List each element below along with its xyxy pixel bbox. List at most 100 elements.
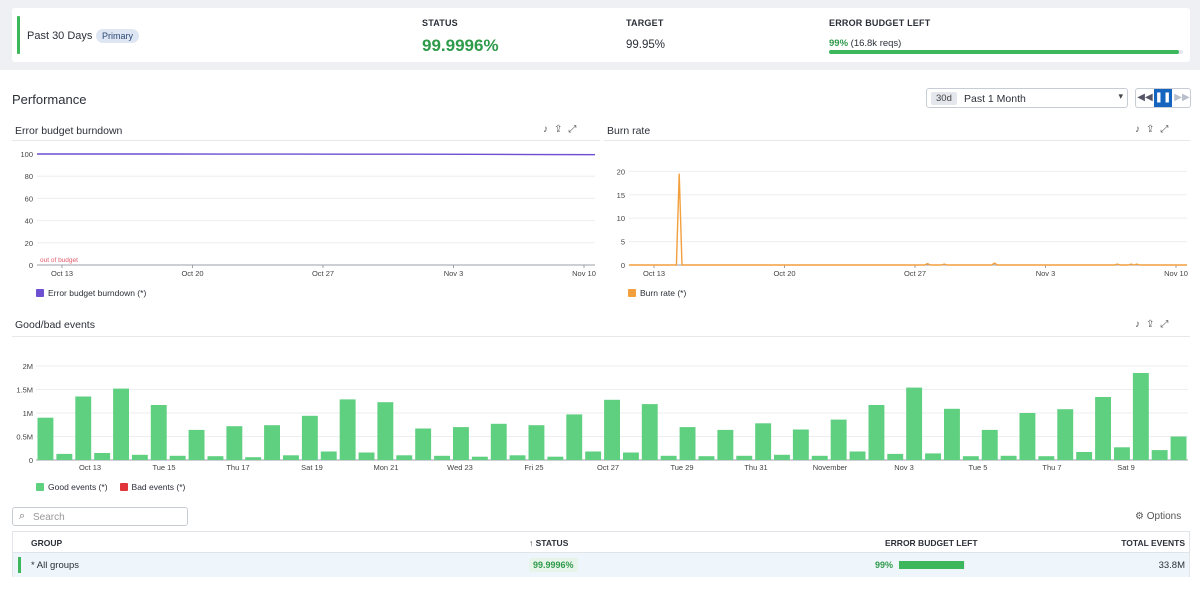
options-button[interactable]: ⚙ Options	[1135, 511, 1181, 522]
events-chart: 0 0.5M 1M 1.5M 2M Oct 13 Tue 15 Thu 17 Sat 19 Mo…	[16, 362, 1188, 472]
good-events-bar	[358, 452, 375, 460]
groups-table: GROUP ↑ STATUS ERROR BUDGET LEFT TOTAL E…	[12, 531, 1190, 577]
good-events-bar	[585, 451, 602, 460]
header-total-events[interactable]: TOTAL EVENTS	[1121, 538, 1185, 548]
header-error-budget[interactable]: ERROR BUDGET LEFT	[885, 538, 978, 548]
good-events-bar	[566, 414, 583, 460]
header-status[interactable]: ↑ STATUS	[529, 538, 568, 548]
row-budget-bar-fill	[899, 561, 965, 569]
x-tick-label: Nov 3	[894, 463, 914, 472]
target-header: TARGET	[626, 18, 664, 28]
good-events-bar	[792, 429, 809, 460]
x-tick-label: Thu 7	[1042, 463, 1061, 472]
y-tick-label: 20	[617, 167, 625, 176]
error-budget-progress-fill	[829, 50, 1180, 54]
good-events-bar	[1076, 452, 1093, 460]
time-range-select[interactable]: 30d Past 1 Month ▾	[926, 88, 1128, 108]
good-events-bar	[131, 454, 148, 460]
sound-icon[interactable]: ♪	[1135, 319, 1146, 330]
x-tick-label: Nov 3	[444, 269, 464, 278]
sound-icon[interactable]: ♪	[1135, 124, 1146, 135]
burnrate-title: Burn rate	[607, 125, 651, 137]
burndown-divider	[12, 140, 600, 141]
events-title: Good/bad events	[15, 319, 95, 331]
sound-icon[interactable]: ♪	[543, 124, 554, 135]
burnrate-chart: 0 5 10 15 20 Oct 13 Oct 20 Oct 27 Nov 3 Nov 10	[617, 167, 1188, 278]
slo-summary-card: Past 30 Days Primary STATUS 99.9996% TAR…	[12, 8, 1190, 62]
export-icon[interactable]: ⇪	[1146, 319, 1161, 330]
time-range-label: Past 1 Month	[964, 93, 1026, 105]
good-events-bar	[207, 456, 224, 460]
y-tick-label: 0	[29, 261, 33, 270]
y-tick-label: 10	[617, 214, 625, 223]
good-events-bar	[56, 453, 73, 460]
y-tick-label: 100	[20, 150, 33, 159]
fast-forward-button[interactable]: ▶▶	[1174, 92, 1190, 103]
good-events-legend-label: Good events (*)	[48, 482, 108, 492]
good-events-swatch	[36, 483, 44, 491]
x-tick-label: Oct 13	[51, 269, 73, 278]
header-group[interactable]: GROUP	[31, 538, 63, 548]
y-tick-label: 60	[25, 194, 33, 203]
burnrate-legend-label: Burn rate (*)	[640, 288, 687, 298]
header-status-label: STATUS	[535, 538, 569, 548]
expand-icon[interactable]: ⤢	[1160, 124, 1175, 135]
status-header: STATUS	[422, 18, 458, 28]
rewind-button[interactable]: ◀◀	[1137, 92, 1153, 103]
good-events-bar	[150, 405, 167, 460]
y-tick-label: 5	[621, 238, 625, 247]
y-tick-label: 0	[29, 456, 33, 465]
good-events-bar	[226, 426, 243, 460]
export-icon[interactable]: ⇪	[554, 124, 569, 135]
x-tick-label: Nov 10	[1164, 269, 1188, 278]
table-row[interactable]: * All groups 99.9996% 99% 33.8M	[13, 552, 1189, 577]
burndown-line	[37, 153, 596, 156]
good-events-bar	[604, 399, 620, 460]
good-events-bar	[679, 427, 696, 460]
range-label: Past 30 Days	[27, 30, 93, 42]
expand-icon[interactable]: ⤢	[568, 124, 583, 135]
good-events-bar	[887, 453, 904, 460]
good-events-bar	[849, 451, 866, 460]
y-tick-label: 0.5M	[16, 433, 33, 442]
row-budget-bar	[899, 561, 965, 569]
good-events-bar	[301, 415, 318, 460]
events-legend: Good events (*) Bad events (*)	[36, 482, 185, 492]
good-events-bar	[113, 388, 129, 460]
x-tick-label: Oct 13	[79, 463, 101, 472]
x-tick-label: Oct 27	[312, 269, 334, 278]
good-events-bar	[906, 387, 923, 460]
good-events-bar	[490, 423, 507, 460]
good-events-bar	[736, 455, 753, 460]
search-box: ⌕	[12, 507, 188, 526]
good-events-bar	[339, 399, 356, 460]
gear-icon: ⚙	[1135, 511, 1144, 522]
export-icon[interactable]: ⇪	[1146, 124, 1161, 135]
pause-button[interactable]: ❚❚	[1154, 89, 1172, 107]
good-events-bar	[547, 456, 564, 460]
x-tick-label: November	[813, 463, 848, 472]
primary-badge: Primary	[96, 29, 139, 43]
search-input[interactable]	[33, 510, 183, 524]
burndown-title: Error budget burndown	[15, 125, 123, 137]
x-tick-label: Thu 31	[744, 463, 767, 472]
expand-icon[interactable]: ⤢	[1160, 319, 1175, 330]
x-tick-label: Thu 17	[226, 463, 249, 472]
good-events-bar	[811, 455, 828, 460]
y-tick-label: 15	[617, 191, 625, 200]
good-events-bar	[1170, 436, 1187, 460]
summary-band: Past 30 Days Primary STATUS 99.9996% TAR…	[0, 0, 1200, 70]
error-budget-value: 99% (16.8k reqs)	[829, 38, 901, 49]
y-tick-label: 2M	[23, 362, 33, 371]
good-events-bar	[283, 455, 299, 460]
burndown-chart: 0 20 40 60 80 100 Oct 13 Oct 20 Oct 27 Nov 3 Nov …	[20, 150, 596, 278]
chevron-down-icon: ▾	[1118, 91, 1123, 101]
y-tick-label: 0	[621, 261, 625, 270]
search-icon: ⌕	[19, 510, 26, 522]
options-label: Options	[1146, 511, 1182, 522]
good-events-bar	[94, 453, 111, 460]
good-events-bar	[962, 456, 979, 460]
good-events-bar	[509, 455, 526, 460]
burnrate-divider	[604, 140, 1190, 141]
error-budget-header: ERROR BUDGET LEFT	[829, 18, 931, 28]
